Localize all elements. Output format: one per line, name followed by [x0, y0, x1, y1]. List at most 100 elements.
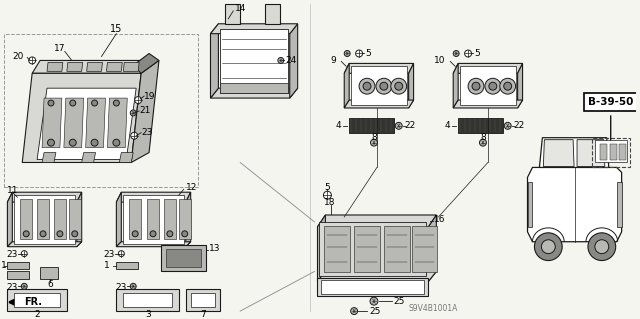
Polygon shape	[354, 226, 380, 272]
Circle shape	[113, 139, 120, 146]
Polygon shape	[186, 192, 191, 247]
Polygon shape	[116, 289, 179, 311]
Text: 3: 3	[145, 309, 151, 319]
Circle shape	[70, 100, 76, 106]
Polygon shape	[211, 24, 298, 34]
Circle shape	[29, 57, 36, 64]
Polygon shape	[412, 226, 437, 272]
Polygon shape	[86, 63, 102, 71]
Circle shape	[150, 231, 156, 237]
Text: 21: 21	[139, 107, 150, 115]
Polygon shape	[225, 4, 240, 24]
Polygon shape	[124, 63, 139, 71]
Circle shape	[588, 233, 616, 261]
Polygon shape	[8, 192, 12, 247]
Polygon shape	[161, 245, 205, 271]
Bar	[164, 199, 176, 239]
Polygon shape	[32, 60, 149, 73]
Polygon shape	[321, 280, 424, 294]
Circle shape	[21, 283, 28, 289]
Text: 18: 18	[324, 197, 335, 207]
Text: 23: 23	[116, 283, 127, 292]
Bar	[116, 262, 138, 270]
Bar	[592, 138, 630, 167]
Circle shape	[541, 240, 556, 254]
Polygon shape	[351, 66, 406, 105]
Text: 24: 24	[286, 56, 297, 65]
Circle shape	[534, 233, 562, 261]
Polygon shape	[290, 24, 298, 98]
Polygon shape	[220, 29, 288, 93]
Circle shape	[489, 82, 497, 90]
Polygon shape	[460, 66, 516, 105]
Polygon shape	[595, 140, 627, 162]
Circle shape	[363, 82, 371, 90]
Polygon shape	[22, 73, 141, 162]
Text: 23: 23	[6, 283, 18, 292]
Circle shape	[92, 100, 97, 106]
Circle shape	[130, 110, 136, 116]
Circle shape	[134, 97, 141, 104]
Circle shape	[500, 78, 516, 94]
Polygon shape	[344, 100, 413, 108]
Polygon shape	[408, 63, 413, 108]
Circle shape	[391, 78, 406, 94]
Polygon shape	[617, 182, 621, 227]
Polygon shape	[527, 167, 621, 242]
Circle shape	[57, 231, 63, 237]
Bar	[179, 199, 191, 239]
Bar	[4, 34, 198, 187]
Text: 2: 2	[35, 309, 40, 319]
Polygon shape	[317, 271, 436, 281]
Polygon shape	[124, 293, 172, 307]
Text: 22: 22	[404, 121, 416, 130]
Circle shape	[504, 82, 511, 90]
Polygon shape	[47, 63, 63, 71]
Text: 5: 5	[324, 183, 330, 192]
Polygon shape	[317, 215, 325, 281]
Polygon shape	[108, 98, 127, 148]
Circle shape	[47, 139, 54, 146]
Circle shape	[72, 231, 77, 237]
Polygon shape	[116, 242, 191, 247]
Polygon shape	[42, 152, 56, 162]
Polygon shape	[577, 140, 605, 167]
Circle shape	[40, 231, 46, 237]
Polygon shape	[64, 98, 84, 148]
Circle shape	[356, 50, 363, 57]
Polygon shape	[220, 83, 288, 93]
Bar	[37, 199, 49, 239]
Bar	[147, 199, 159, 239]
Text: 23: 23	[141, 128, 152, 137]
Circle shape	[485, 78, 500, 94]
Polygon shape	[324, 226, 350, 272]
Polygon shape	[344, 63, 413, 73]
Circle shape	[465, 50, 472, 57]
Text: 14: 14	[236, 4, 246, 13]
Bar	[8, 262, 29, 270]
Circle shape	[130, 283, 136, 289]
Text: 20: 20	[13, 52, 24, 61]
Circle shape	[69, 139, 76, 146]
Polygon shape	[166, 249, 200, 268]
Polygon shape	[14, 195, 75, 244]
Text: FR.: FR.	[24, 297, 42, 307]
Circle shape	[371, 139, 378, 146]
Circle shape	[595, 240, 609, 254]
Text: 8: 8	[371, 133, 377, 142]
Text: 1: 1	[1, 261, 6, 270]
Polygon shape	[37, 88, 136, 160]
Polygon shape	[116, 192, 122, 247]
Circle shape	[323, 191, 332, 199]
Polygon shape	[116, 192, 191, 202]
Polygon shape	[211, 88, 298, 98]
Circle shape	[380, 82, 388, 90]
Bar	[600, 144, 607, 160]
Polygon shape	[319, 222, 426, 276]
Text: 25: 25	[369, 307, 380, 315]
Circle shape	[479, 139, 486, 146]
Circle shape	[351, 308, 358, 315]
Text: 23: 23	[104, 250, 115, 259]
Bar	[40, 268, 58, 279]
Text: 5: 5	[365, 49, 371, 58]
